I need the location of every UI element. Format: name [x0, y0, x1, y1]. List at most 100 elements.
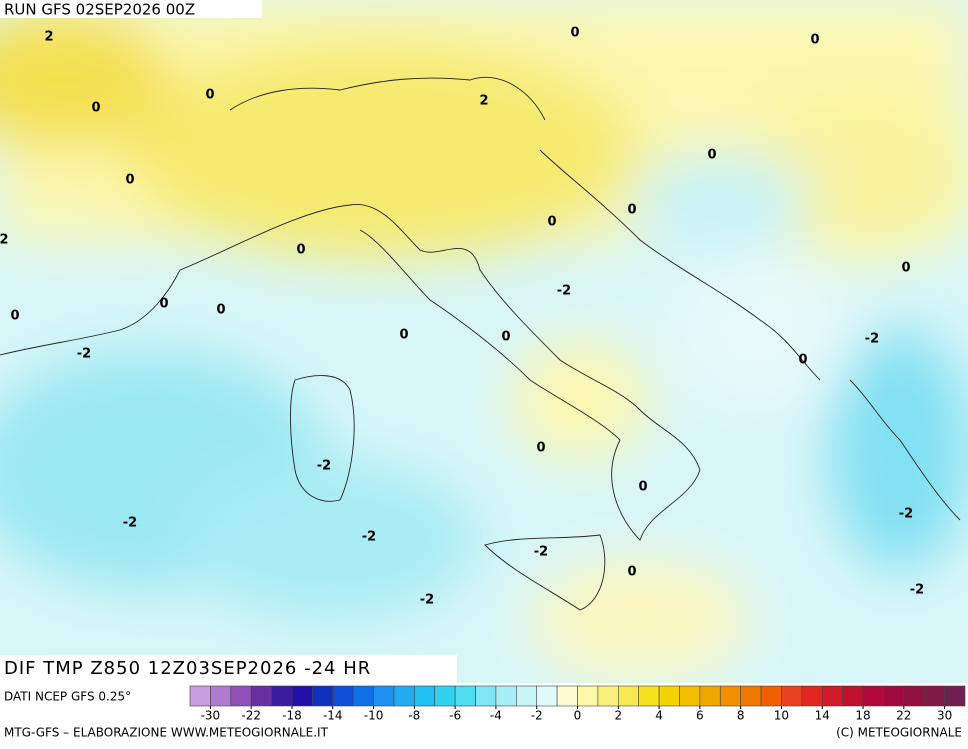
colorbar-box	[352, 685, 374, 707]
contour-label: 0	[125, 173, 134, 188]
contour-label: -2	[910, 583, 924, 598]
colorbar-box	[556, 685, 578, 707]
contour-label: -2	[362, 530, 376, 545]
colorbar-box	[189, 685, 211, 707]
colorbar-tick-label: 2	[614, 709, 622, 723]
contour-label: 0	[216, 303, 225, 318]
contour-label: 0	[627, 203, 636, 218]
run-label: RUN GFS 02SEP2026 00Z	[4, 1, 195, 19]
field: 2 0 0 0 0 2 0 0 0 0 2 0 0 -2 0 0 0 0 0 -2 -2 0 0 -2 0 -2 -2 -2 -2 0 -2…	[0, 0, 968, 683]
colorbar-tick-label: -6	[449, 709, 461, 723]
colorbar-box	[821, 685, 843, 707]
colorbar-box	[699, 685, 721, 707]
colorbar-box	[760, 685, 782, 707]
colorbar-box	[903, 685, 925, 707]
colorbar-tick-label: 22	[896, 709, 911, 723]
map-title: DIF TMP Z850 12Z03SEP2026 -24 HR	[4, 658, 371, 679]
contour-label: -2	[317, 459, 331, 474]
colorbar: -30 -22 -18 -14 -10 -8 -6 -4 -2 0 2 4 6 8 10 14 18 22 30	[189, 685, 966, 723]
contour-label: 0	[205, 88, 214, 103]
colorbar-tick-label: -22	[241, 709, 261, 723]
colorbar-box	[250, 685, 272, 707]
colorbar-box	[617, 685, 639, 707]
colorbar-box	[393, 685, 415, 707]
colorbar-box	[740, 685, 762, 707]
footer-left: MTG-GFS – ELABORAZIONE WWW.METEOGIORNALE…	[4, 726, 329, 740]
colorbar-box	[434, 685, 456, 707]
contour-label: 0	[296, 243, 305, 258]
contour-label: 0	[91, 101, 100, 116]
colorbar-box	[944, 685, 966, 707]
colorbar-tick-label: 14	[815, 709, 830, 723]
colorbar-box	[454, 685, 476, 707]
colorbar-tick-label: 18	[855, 709, 870, 723]
colorbar-tick-label: -18	[282, 709, 302, 723]
colorbar-tick-label: 10	[774, 709, 789, 723]
footer-right: (C) METEOGIORNALE	[836, 726, 962, 740]
colorbar-tick-label: -8	[408, 709, 420, 723]
colorbar-box	[312, 685, 334, 707]
contour-label: 0	[798, 353, 807, 368]
colorbar-tick-label: 4	[655, 709, 663, 723]
contour-label: 0	[536, 441, 545, 456]
contour-label: -2	[123, 516, 137, 531]
colorbar-box	[923, 685, 945, 707]
colorbar-tick-label: 0	[574, 709, 582, 723]
colorbar-box	[638, 685, 660, 707]
colorbar-box	[475, 685, 497, 707]
contour-label: -2	[420, 593, 434, 608]
colorbar-tick-label: 6	[696, 709, 704, 723]
colorbar-box	[842, 685, 864, 707]
contour-label: -2	[865, 332, 879, 347]
colorbar-box	[883, 685, 905, 707]
coastlines	[0, 76, 961, 611]
contour-label: 2	[0, 233, 9, 248]
colorbar-box	[414, 685, 436, 707]
colorbar-tick-label: -30	[201, 709, 221, 723]
colorbar-box	[291, 685, 313, 707]
contour-label: -2	[77, 347, 91, 362]
colorbar-box	[373, 685, 395, 707]
colorbar-tick-label: 30	[937, 709, 952, 723]
contour-label: 0	[10, 309, 19, 324]
contour-label: 0	[399, 328, 408, 343]
colorbar-box	[781, 685, 803, 707]
colorbar-tick-label: 8	[737, 709, 745, 723]
contour-label: -2	[557, 284, 571, 299]
colorbar-box	[332, 685, 354, 707]
colorbar-box	[577, 685, 599, 707]
colorbar-box	[801, 685, 823, 707]
contour-label: 0	[547, 215, 556, 230]
colorbar-tick-label: -4	[490, 709, 502, 723]
contour-label: 0	[159, 297, 168, 312]
colorbar-box	[495, 685, 517, 707]
colorbar-box	[862, 685, 884, 707]
colorbar-box	[230, 685, 252, 707]
contour-label: -2	[899, 507, 913, 522]
contour-label: 0	[570, 26, 579, 41]
contour-label: -2	[534, 545, 548, 560]
colorbar-box	[658, 685, 680, 707]
contour-label: 0	[501, 330, 510, 345]
colorbar-tick-label: -10	[364, 709, 384, 723]
colorbar-tick-label: -2	[531, 709, 543, 723]
colorbar-box	[271, 685, 293, 707]
title-box	[0, 655, 457, 683]
colorbar-box	[210, 685, 232, 707]
colorbar-tick-label: -14	[323, 709, 343, 723]
colorbar-box	[597, 685, 619, 707]
contour-label: 0	[810, 33, 819, 48]
contour-label: 2	[479, 94, 488, 109]
colorbar-box	[516, 685, 538, 707]
contour-label: 2	[44, 30, 53, 45]
source-label: DATI NCEP GFS 0.25°	[4, 690, 131, 704]
colorbar-box	[536, 685, 558, 707]
colorbar-box	[679, 685, 701, 707]
colorbar-box	[719, 685, 741, 707]
contour-label: 0	[638, 480, 647, 495]
contour-label: 0	[707, 148, 716, 163]
contour-label: 0	[627, 565, 636, 580]
contour-label: 0	[901, 261, 910, 276]
